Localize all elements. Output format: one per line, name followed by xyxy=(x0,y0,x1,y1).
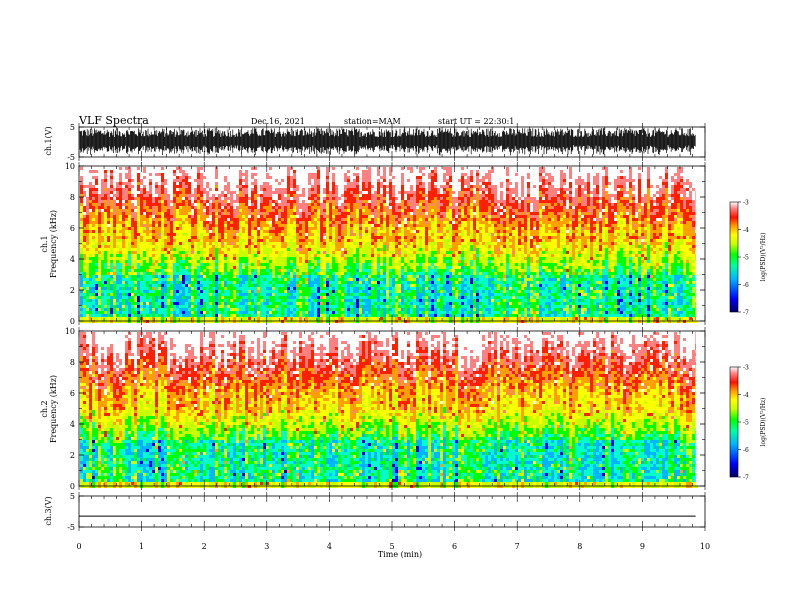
ch1-spectrogram-ytick-label: 10 xyxy=(65,162,75,171)
colorbar-tick-label: -7 xyxy=(743,475,749,482)
ch1-waveform-trace xyxy=(79,128,696,156)
ch1-waveform-ylabel: ch.1(V) xyxy=(44,126,53,155)
ch1-waveform-ytick-label: -5 xyxy=(67,153,75,162)
ch1-spectrogram-ylabel: ch.1Frequency (kHz) xyxy=(40,210,58,278)
x-axis-label: Time (min) xyxy=(378,550,422,559)
ch1-spectrogram-ytick-label: 6 xyxy=(70,224,75,233)
x-tick-label: 9 xyxy=(640,542,645,551)
time-axis: 0 1 2 3 4 5 6 7 8 9 10 xyxy=(76,542,710,551)
colorbar-tick-label: -5 xyxy=(743,255,749,262)
ch2-spectrogram-ytick-label: 0 xyxy=(70,482,75,491)
colorbar-tick-label: -4 xyxy=(743,392,749,399)
colorbar-tick-label: -3 xyxy=(743,200,749,207)
ch2-spectrogram-ylabel: ch.2Frequency (kHz) xyxy=(40,375,58,443)
ch2-spectrogram-ytick-label: 10 xyxy=(65,327,75,336)
ch2-spectrogram-cells xyxy=(80,332,698,488)
x-tick-label: 6 xyxy=(452,542,457,551)
ch3-waveform-ytick-label: -5 xyxy=(67,523,75,532)
colorbar-tick-label: -7 xyxy=(743,310,749,317)
ch1-spectrogram-cells xyxy=(80,167,698,323)
colorbar-tick-label: -4 xyxy=(743,227,749,234)
colorbar-tick-label: -6 xyxy=(743,282,749,289)
ch2-spectrogram-panel: 0 2 4 6 8 10 xyxy=(65,327,706,491)
ch2-spectrogram-ytick-label: 4 xyxy=(70,420,75,429)
x-tick-label: 10 xyxy=(700,542,710,551)
ch1-colorbar-label: log(PSD)(V²/Hz) xyxy=(760,233,767,282)
ch1-spectrogram-ytick-label: 2 xyxy=(70,286,75,295)
colorbar-tick-label: -3 xyxy=(743,365,749,372)
ch2-spectrogram-ytick-label: 2 xyxy=(70,451,75,460)
ch1-waveform-panel: 5 -5 xyxy=(67,123,706,162)
figure-title: VLF Spectra xyxy=(78,114,149,127)
x-tick-label: 2 xyxy=(202,542,207,551)
ch1-waveform-ytick-label: 5 xyxy=(70,123,75,132)
ch2-spectrogram-ytick-label: 6 xyxy=(70,389,75,398)
ch1-spectrogram-ytick-label: 4 xyxy=(70,255,75,264)
x-tick-label: 8 xyxy=(577,542,582,551)
ch2-spectrogram-ytick-label: 8 xyxy=(70,358,75,367)
x-tick-label: 0 xyxy=(76,542,81,551)
start-time-label: start UT = 22:30:1 xyxy=(438,117,514,126)
ch1-colorbar: -3 -4 -5 -6 -7 log(PSD)(V²/Hz) xyxy=(729,200,767,317)
colorbar-tick-label: -5 xyxy=(743,420,749,427)
ch1-waveform-line xyxy=(79,128,696,156)
x-tick-label: 1 xyxy=(139,542,144,551)
colorbar-tick-label: -6 xyxy=(743,447,749,454)
x-tick-label: 3 xyxy=(264,542,269,551)
ch2-colorbar: -3 -4 -5 -6 -7 log(PSD)(V²/Hz) xyxy=(729,365,767,482)
ch1-spectrogram-ytick-label: 8 xyxy=(70,193,75,202)
station-label: station=MAM xyxy=(344,117,401,126)
ch2-colorbar-label: log(PSD)(V²/Hz) xyxy=(760,398,767,447)
ch1-spectrogram-panel: 0 2 4 6 8 10 xyxy=(65,162,706,326)
ch1-spectrogram-ytick-label: 0 xyxy=(70,317,75,326)
ch3-waveform-ytick-label: 5 xyxy=(70,492,75,501)
x-tick-label: 4 xyxy=(327,542,332,551)
x-tick-label: 5 xyxy=(389,542,394,551)
date-label: Dec.16, 2021 xyxy=(251,117,305,126)
x-tick-label: 7 xyxy=(515,542,520,551)
ch3-waveform-panel: 5 -5 xyxy=(67,492,706,532)
ch3-waveform-ylabel: ch.3(V) xyxy=(44,496,53,525)
